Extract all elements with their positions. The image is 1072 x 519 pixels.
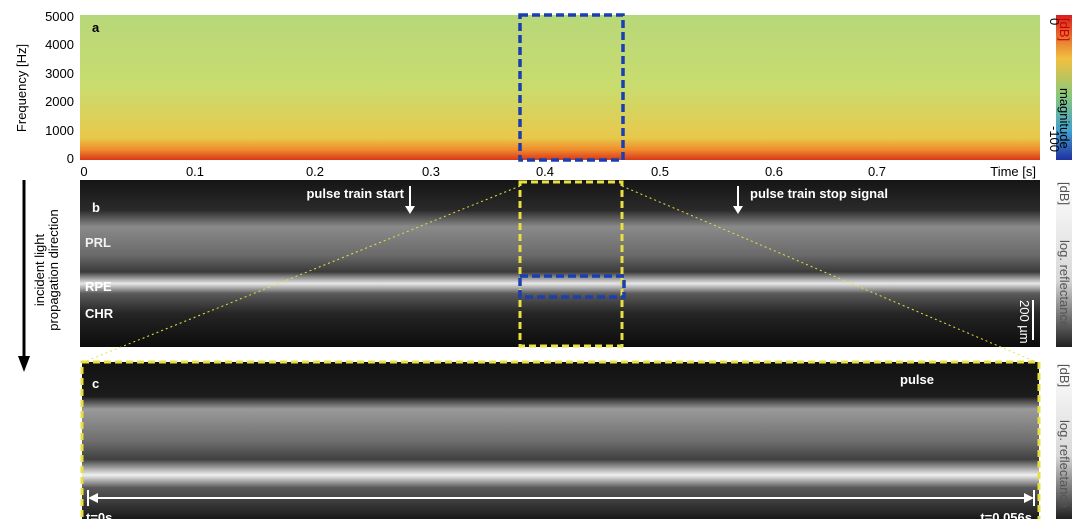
start-label: pulse train start [306, 186, 404, 201]
oct-image [82, 362, 1039, 519]
layer-label: CHR [85, 306, 114, 321]
x-tick-label: 0.7 [868, 164, 886, 179]
layer-label: PRL [85, 235, 111, 250]
oct-image [80, 180, 1040, 347]
side-title: incident light [32, 233, 47, 306]
side-title: propagation direction [46, 209, 61, 330]
y-tick-label: 1000 [45, 123, 74, 138]
x-ticks: 0 0.1 0.2 0.3 0.4 0.5 0.6 0.7 [80, 164, 886, 179]
panel-label: c [92, 376, 99, 391]
x-tick-label: 0.1 [186, 164, 204, 179]
figure: a Frequency [Hz] 5000 4000 3000 2000 100… [0, 0, 1072, 519]
panel-label: b [92, 200, 100, 215]
x-axis-title: Time [s] [990, 164, 1036, 179]
colorbar-unit: [dB] [1057, 182, 1072, 205]
colorbar-title: log. reflectance [1057, 240, 1072, 328]
end-time: t=0.056s [980, 510, 1032, 519]
pulse-label: pulse [900, 372, 934, 387]
y-ticks: 5000 4000 3000 2000 1000 0 [45, 9, 74, 166]
y-tick-label: 3000 [45, 66, 74, 81]
x-tick-label: 0.2 [306, 164, 324, 179]
start-time: t=0s [86, 510, 112, 519]
y-tick-label: 5000 [45, 9, 74, 24]
stop-label: pulse train stop signal [750, 186, 888, 201]
colorbar-unit: [dB] [1057, 364, 1072, 387]
x-tick-label: 0 [80, 164, 87, 179]
y-axis-title: Frequency [Hz] [14, 44, 29, 132]
colorbar-title: log. reflectance [1057, 420, 1072, 508]
y-tick-label: 2000 [45, 94, 74, 109]
arrow-head [18, 356, 30, 372]
x-tick-label: 0.6 [765, 164, 783, 179]
spectrogram [80, 15, 1040, 160]
scale-bar-label: 200 µm [1017, 300, 1032, 344]
x-tick-label: 0.4 [536, 164, 554, 179]
layer-label: RPE [85, 279, 112, 294]
colorbar-title: magnitude [1057, 88, 1072, 149]
x-tick-label: 0.3 [422, 164, 440, 179]
x-tick-label: 0.5 [651, 164, 669, 179]
y-tick-label: 0 [67, 151, 74, 166]
panel-label: a [92, 20, 100, 35]
colorbar-unit: [dB] [1057, 18, 1072, 41]
y-tick-label: 4000 [45, 37, 74, 52]
